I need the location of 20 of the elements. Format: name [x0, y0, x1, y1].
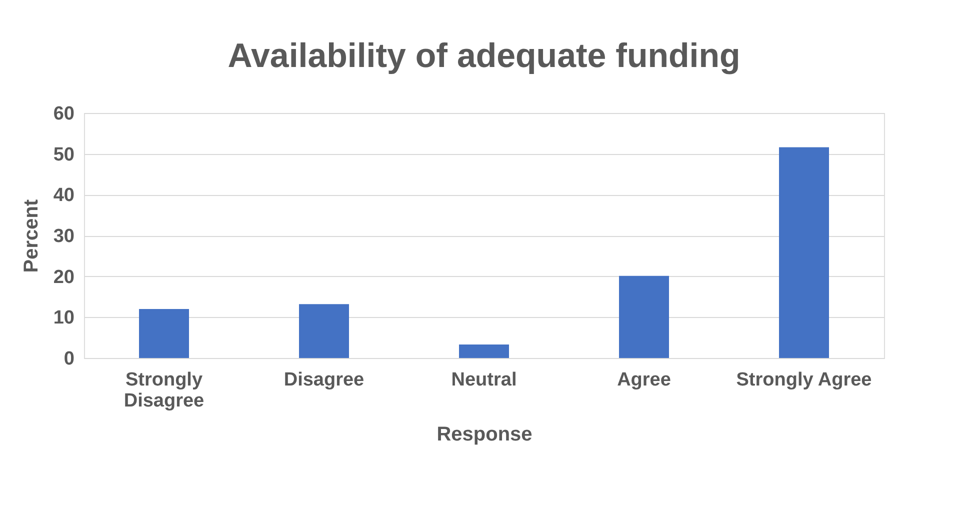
y-axis-title: Percent: [20, 198, 42, 273]
x-tick-label: Strongly Agree: [736, 370, 872, 390]
y-tick-label: 50: [53, 144, 74, 166]
chart-title: Availability of adequate funding: [228, 37, 740, 75]
x-axis-title: Response: [436, 424, 532, 446]
x-tick-label: Strongly Disagree: [124, 370, 204, 412]
y-tick-label: 10: [53, 308, 74, 329]
y-tick-label: 60: [53, 104, 74, 124]
bar: [299, 304, 349, 358]
bar: [459, 344, 509, 358]
x-tick-label: Agree: [617, 370, 671, 390]
y-tick-label: 40: [53, 185, 74, 206]
y-tick-label: 30: [53, 226, 74, 247]
x-tick-label: Neutral: [451, 370, 517, 390]
y-tick-label: 0: [64, 348, 74, 370]
bar: [779, 147, 829, 358]
bar: [619, 276, 669, 358]
y-tick-label: 20: [53, 266, 74, 288]
bar: [139, 309, 189, 358]
x-tick-label: Disagree: [284, 370, 364, 390]
